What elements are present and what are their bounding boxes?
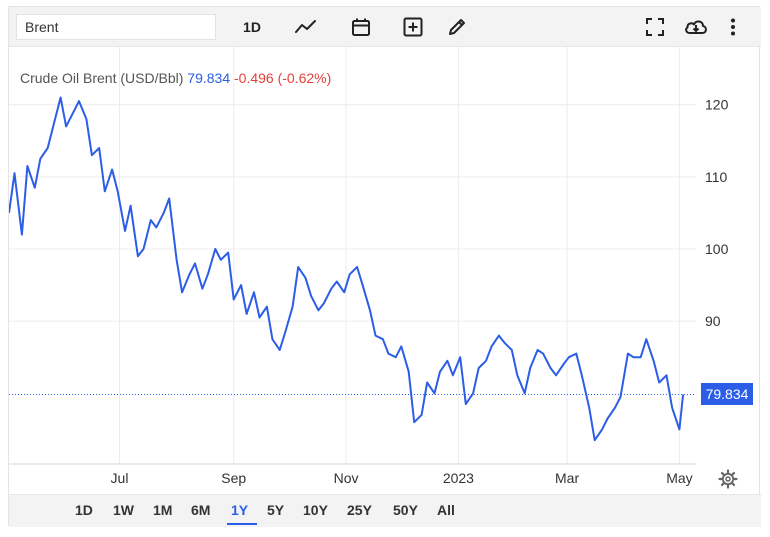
x-tick-label: Sep (221, 470, 246, 486)
active-range-underline (227, 523, 257, 525)
line-chart-icon[interactable] (293, 14, 319, 40)
range-button-50y[interactable]: 50Y (393, 502, 418, 518)
add-indicator-icon[interactable] (400, 14, 426, 40)
y-tick-label: 90 (705, 313, 721, 329)
download-icon[interactable] (682, 14, 710, 40)
range-button-6m[interactable]: 6M (191, 502, 211, 518)
range-button-1m[interactable]: 1M (153, 502, 173, 518)
legend-name: Crude Oil Brent (USD/Bbl) (20, 70, 184, 86)
x-tick-label: May (666, 470, 692, 486)
settings-icon[interactable] (718, 469, 738, 494)
range-button-1d[interactable]: 1D (75, 502, 93, 518)
chart-widget: Brent 1D Crude Oil Brent (USD/Bbl) 79.83… (8, 6, 761, 527)
range-button-1y[interactable]: 1Y (231, 502, 249, 518)
y-tick-label: 110 (705, 169, 728, 185)
y-tick-label: 120 (705, 97, 729, 113)
range-selector: 1D 1W 1M 6M 1Y 5Y 10Y 25Y 50Y All (9, 494, 761, 527)
calendar-icon[interactable] (348, 14, 374, 40)
price-chart[interactable]: 90 100 110 120 Jul Sep Nov 2023 Mar May (9, 47, 761, 493)
more-vertical-icon[interactable] (723, 14, 743, 40)
chart-toolbar: Brent 1D (9, 7, 761, 47)
fullscreen-icon[interactable] (642, 14, 668, 40)
x-tick-label: Nov (334, 470, 359, 486)
interval-button[interactable]: 1D (243, 19, 261, 35)
range-button-1w[interactable]: 1W (113, 502, 134, 518)
pencil-icon[interactable] (444, 14, 470, 40)
legend-change: -0.496 (-0.62%) (234, 70, 332, 86)
range-button-5y[interactable]: 5Y (267, 502, 285, 518)
x-tick-label: 2023 (443, 470, 474, 486)
x-tick-label: Jul (111, 470, 129, 486)
range-button-25y[interactable]: 25Y (347, 502, 372, 518)
range-button-10y[interactable]: 10Y (303, 502, 328, 518)
chart-legend: Crude Oil Brent (USD/Bbl) 79.834 -0.496 … (20, 70, 331, 86)
last-price-tag: 79.834 (701, 383, 753, 406)
range-button-all[interactable]: All (437, 502, 455, 518)
x-tick-label: Mar (555, 470, 579, 486)
symbol-search-input[interactable]: Brent (16, 14, 216, 40)
y-tick-label: 100 (705, 241, 729, 257)
legend-price: 79.834 (187, 70, 231, 86)
price-series-line (9, 96, 685, 442)
gridlines (9, 47, 696, 464)
